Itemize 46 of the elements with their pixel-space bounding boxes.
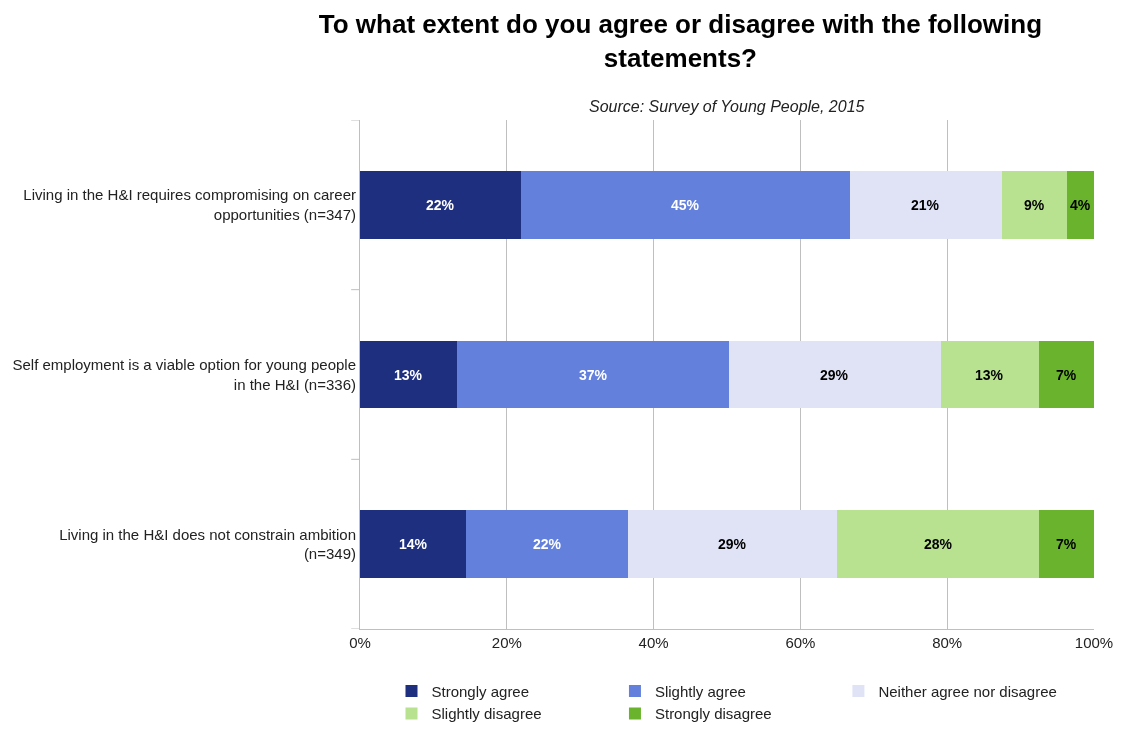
bar [360,340,457,409]
bar [360,510,467,579]
x-tick-label: 20% [491,634,522,651]
bar [521,170,850,239]
data-label: 14% [399,536,428,552]
bar [1038,340,1094,409]
data-label: 13% [394,367,423,383]
x-tick-label: 60% [785,634,816,651]
x-tick-label: 0% [349,634,371,651]
data-label: 13% [975,367,1004,383]
data-label: 22% [533,536,562,552]
bar [1066,170,1094,239]
x-tick-label: 100% [1074,634,1114,651]
data-label: 29% [718,536,747,552]
bar [466,510,628,579]
bar [456,340,730,409]
x-tick-label: 80% [932,634,963,651]
bar [1001,170,1067,239]
data-label: 28% [924,536,953,552]
chart-subtitle: Source: Survey of Young People, 2015 [589,98,865,115]
legend-label: Neither agree nor disagree [878,682,1057,700]
x-tick-label: 40% [638,634,669,651]
legend-label: Strongly agree [431,682,530,700]
data-label: 4% [1070,197,1091,213]
data-label: 7% [1056,367,1077,383]
legend-label: Slightly agree [654,682,746,700]
data-label: 37% [579,367,608,383]
y-tick-label: Self employment is a viable option for young people in the H&I (n=336) [12,356,356,393]
bar [837,510,1039,579]
bar [729,340,941,409]
data-label: 22% [426,197,455,213]
data-label: 45% [671,197,700,213]
bar [849,170,1002,239]
data-label: 9% [1024,197,1045,213]
bar [1038,510,1094,579]
bar [627,510,838,579]
legend-label: Slightly disagree [431,705,542,723]
chart-title: To what extent do you agree or disagree with the following statements? [318,9,1043,74]
bar [940,340,1039,409]
legend-label: Strongly disagree [654,705,772,723]
data-label: 21% [911,197,940,213]
data-label: 29% [820,367,849,383]
bar [360,170,522,239]
y-tick-label: Living in the H&I does not constrain ambition (n=349) [59,525,356,563]
data-label: 7% [1056,536,1077,552]
y-tick-label: Living in the H&I requires compromising on career opportunities (n=347) [23,186,356,223]
